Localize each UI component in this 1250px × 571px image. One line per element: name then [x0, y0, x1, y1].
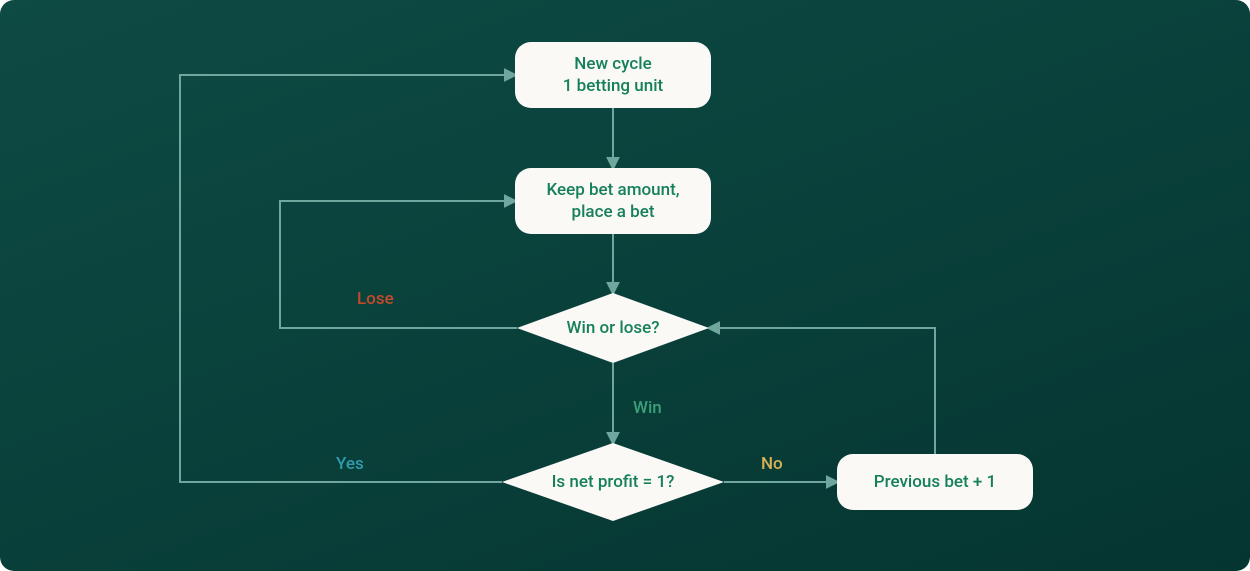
- node-keep_bet: Keep bet amount, place a bet: [515, 168, 711, 234]
- node-net_profit: Is net profit = 1?: [502, 443, 724, 521]
- edge-label-win: Win: [633, 398, 662, 418]
- flowchart-canvas: New cycle 1 betting unit Keep bet amount,…: [0, 0, 1250, 571]
- edge-label-no: No: [761, 454, 783, 474]
- node-win_or_lose: Win or lose?: [517, 293, 709, 363]
- edge-label-lose: Lose: [357, 289, 394, 309]
- edge-label-yes: Yes: [336, 454, 364, 474]
- node-prev_bet: Previous bet + 1: [837, 454, 1033, 510]
- edge-profit-yes: [180, 75, 515, 482]
- edge-lose-loop: [280, 201, 517, 328]
- edge-prev-to-decision: [709, 328, 935, 454]
- node-new_cycle: New cycle 1 betting unit: [515, 42, 711, 108]
